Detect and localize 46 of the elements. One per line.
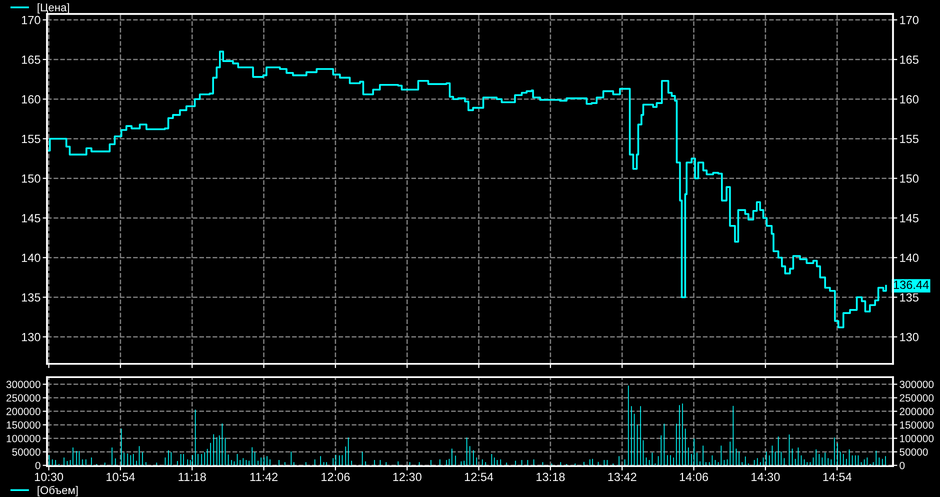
y2-tick-label: 150000 xyxy=(900,421,934,429)
y2-tick-label: 145 xyxy=(900,214,918,222)
x-tick-label: 12:30 xyxy=(393,472,422,482)
x-tick-label: 11:42 xyxy=(250,472,278,481)
y2-tick-label: 140 xyxy=(900,254,918,262)
y2-tick-label: 135 xyxy=(900,293,918,302)
y-tick-label: 200000 xyxy=(6,408,40,416)
x-tick-label: 13:42 xyxy=(608,472,636,482)
y-tick-label: 165 xyxy=(22,56,40,64)
y2-tick-label: 300000 xyxy=(900,380,934,388)
y-tick-label: 160 xyxy=(22,95,40,104)
y2-tick-label: 160 xyxy=(900,95,918,104)
y2-tick-label: 250000 xyxy=(900,394,934,402)
x-tick-label: 10:54 xyxy=(106,472,135,482)
y-tick-label: 150 xyxy=(22,174,40,183)
y2-tick-label: 200000 xyxy=(900,408,934,416)
y2-tick-label: 100000 xyxy=(900,434,934,442)
y-tick-label: 50000 xyxy=(12,448,40,456)
y2-tick-label: 50000 xyxy=(900,448,928,456)
y-tick-label: 100000 xyxy=(6,434,40,442)
y-tick-label: 135 xyxy=(22,293,40,302)
x-tick-label: 14:54 xyxy=(823,472,852,482)
x-tick-label: 12:06 xyxy=(322,472,350,482)
legend-label: [Цена] xyxy=(38,3,70,14)
x-tick-label: 10:30 xyxy=(34,472,64,482)
x-tick-label: 11:18 xyxy=(178,472,206,482)
legend-label: [Объем] xyxy=(38,486,78,496)
y-tick-label: 170 xyxy=(22,16,40,24)
y-tick-label: 300000 xyxy=(6,380,40,388)
x-tick-label: 14:30 xyxy=(752,472,780,482)
x-tick-label: 12:54 xyxy=(464,472,494,482)
y-tick-label: 130 xyxy=(22,332,40,342)
y-tick-label: 150000 xyxy=(6,421,40,429)
y2-tick-label: 0 xyxy=(900,462,905,470)
y-tick-label: 155 xyxy=(22,134,40,144)
y2-tick-label: 150 xyxy=(900,174,918,183)
y-tick-label: 250000 xyxy=(6,394,40,402)
y2-tick-label: 165 xyxy=(900,56,918,64)
y-tick-label: 140 xyxy=(22,254,40,262)
y2-tick-label: 155 xyxy=(900,134,918,144)
x-tick-label: 13:18 xyxy=(536,472,565,482)
y2-tick-label: 130 xyxy=(900,332,918,342)
y2-tick-label: 170 xyxy=(900,16,918,24)
y-tick-label: 0 xyxy=(35,462,40,470)
x-tick-label: 14:06 xyxy=(680,472,708,482)
y-tick-label: 145 xyxy=(22,214,40,222)
